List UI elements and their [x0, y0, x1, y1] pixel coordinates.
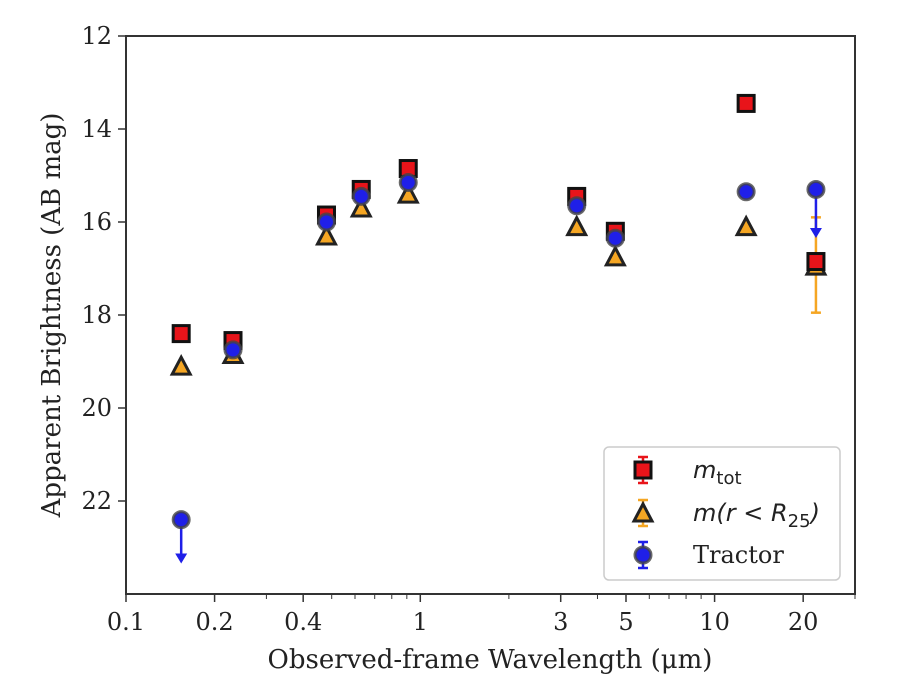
x-axis-ticks: 0.1 0.2 0.4 1 3 5 10 20: [107, 594, 856, 636]
circle-point: [316, 212, 336, 232]
circle-point: [605, 228, 625, 248]
y-tick-label: 16: [81, 208, 112, 236]
y-axis-ticks: 12 14 16 18 20 22: [81, 22, 126, 515]
x-tick-label: 3: [553, 608, 568, 636]
x-tick-label: 0.1: [107, 608, 145, 636]
triangle-point: [314, 223, 338, 246]
circle-point: [351, 186, 371, 206]
x-axis-label: Observed-frame Wavelength (μm): [268, 645, 713, 675]
y-tick-label: 22: [81, 487, 112, 515]
y-tick-label: 20: [81, 394, 112, 422]
legend-marker: [633, 460, 653, 480]
legend-items: mtot m(r < R25) Tractor: [631, 455, 820, 570]
square-point: [736, 93, 756, 113]
legend: mtot m(r < R25) Tractor: [603, 446, 841, 581]
square-point: [171, 324, 191, 344]
y-tick-label: 12: [81, 22, 112, 50]
x-tick-label: 0.2: [196, 608, 234, 636]
legend-box: [603, 446, 841, 581]
legend-marker: [633, 545, 653, 565]
square-point: [806, 252, 826, 272]
x-tick-label: 5: [618, 608, 633, 636]
y-axis-label: Apparent Brightness (AB mag): [37, 113, 67, 519]
triangle-point: [169, 353, 193, 376]
upper-limit-arrow: [809, 227, 822, 238]
upper-limit-arrow: [175, 553, 188, 564]
x-tick-label: 20: [788, 608, 819, 636]
y-tick-label: 18: [81, 301, 112, 329]
legend-label: m(r < R25): [693, 499, 820, 532]
triangle-point: [603, 244, 627, 267]
circle-point: [398, 172, 418, 192]
legend-marker: [631, 500, 655, 523]
x-tick-label: 1: [413, 608, 428, 636]
y-tick-label: 14: [81, 115, 112, 143]
triangle-point: [349, 195, 373, 218]
circle-point: [806, 179, 826, 199]
triangle-point: [396, 181, 420, 204]
circle-point: [171, 510, 191, 530]
circle-point: [567, 196, 587, 216]
x-tick-label: 0.4: [284, 608, 322, 636]
triangle-point: [734, 214, 758, 237]
triangle-point: [565, 214, 589, 237]
circle-point: [223, 340, 243, 360]
data-marks: [169, 93, 828, 564]
legend-label: Tractor: [693, 541, 784, 569]
x-tick-label: 10: [699, 608, 730, 636]
legend-label: mtot: [693, 456, 742, 489]
circle-point: [736, 182, 756, 202]
